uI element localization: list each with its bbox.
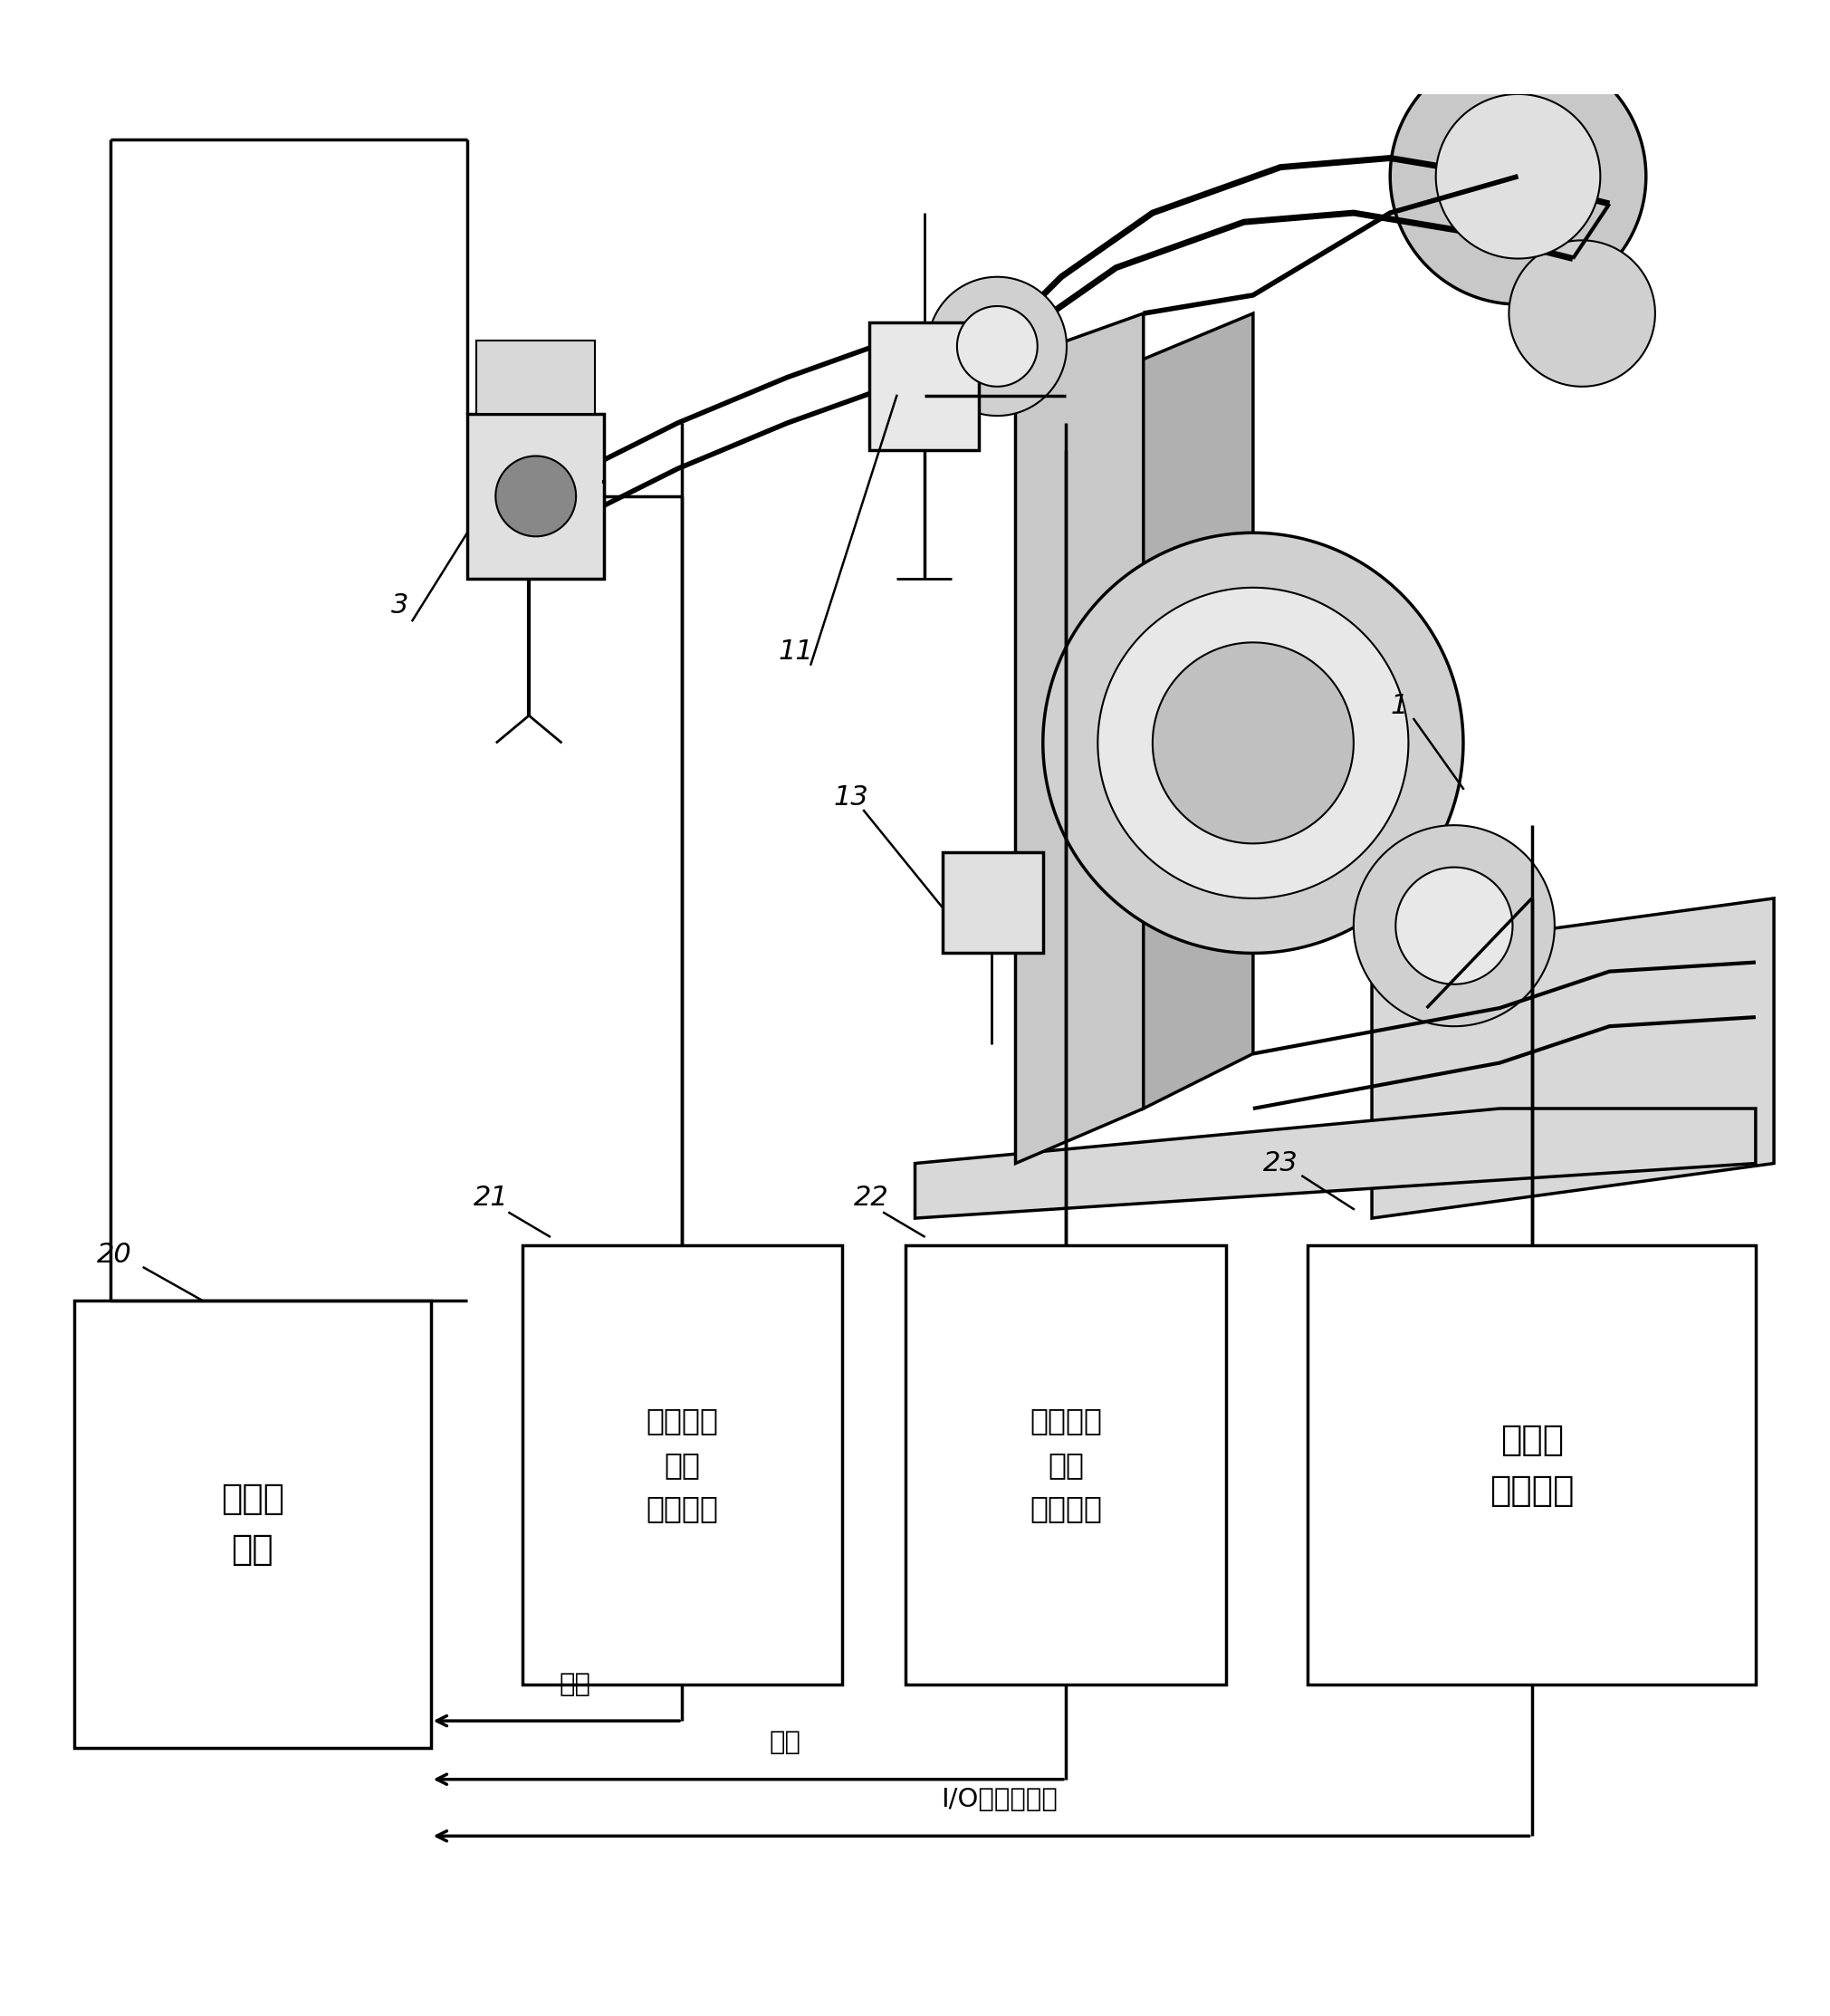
Bar (467, 413, 604, 579)
Polygon shape (1153, 643, 1354, 843)
Text: 主控制
单元: 主控制 单元 (221, 1482, 284, 1566)
Text: I/O信号、数据: I/O信号、数据 (941, 1786, 1058, 1812)
Polygon shape (496, 456, 576, 536)
Bar (906, 1246, 1226, 1683)
Text: 同轴视觉
信号
处理单元: 同轴视觉 信号 处理单元 (1030, 1405, 1102, 1524)
Polygon shape (1437, 95, 1599, 258)
Bar (75, 1300, 430, 1748)
Polygon shape (1354, 825, 1556, 1026)
Text: 13: 13 (833, 784, 869, 810)
Text: 焊缝位置
信号
处理单元: 焊缝位置 信号 处理单元 (646, 1405, 717, 1524)
Text: 机器人
控制单元: 机器人 控制单元 (1490, 1423, 1574, 1508)
Bar (1308, 1246, 1755, 1683)
Text: 数据: 数据 (769, 1730, 802, 1756)
Bar (869, 323, 979, 450)
Text: 22: 22 (853, 1185, 889, 1212)
Polygon shape (957, 306, 1038, 387)
Polygon shape (1372, 899, 1773, 1218)
Text: 3: 3 (392, 593, 408, 619)
Polygon shape (1043, 532, 1464, 954)
Bar (942, 853, 1043, 954)
Text: 20: 20 (97, 1242, 132, 1268)
Polygon shape (1510, 240, 1654, 387)
Text: 21: 21 (474, 1185, 509, 1212)
Polygon shape (1396, 867, 1513, 984)
Bar (476, 341, 595, 413)
Polygon shape (1144, 312, 1254, 1109)
Polygon shape (915, 1109, 1755, 1218)
Polygon shape (1391, 48, 1645, 304)
Bar (522, 1246, 842, 1683)
Polygon shape (928, 276, 1067, 415)
Polygon shape (1098, 587, 1409, 899)
Text: 11: 11 (780, 639, 814, 665)
Polygon shape (1016, 312, 1144, 1163)
Text: 23: 23 (1263, 1151, 1297, 1177)
Text: 1: 1 (1391, 694, 1407, 720)
Text: 数据: 数据 (558, 1671, 591, 1697)
